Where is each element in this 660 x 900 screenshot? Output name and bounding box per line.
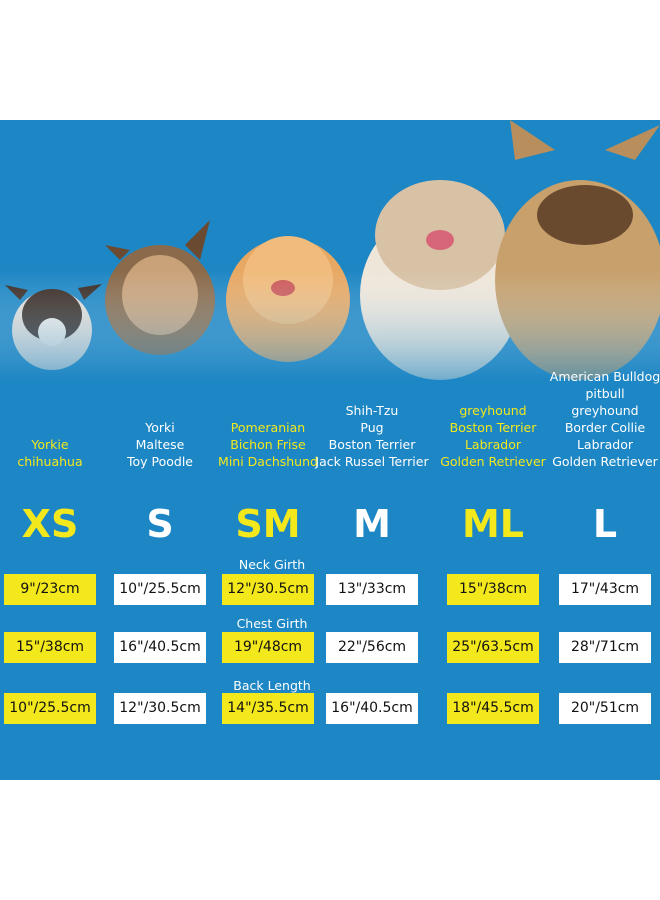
size-label: M (353, 502, 391, 546)
breed-name: Boston Terrier (328, 437, 416, 452)
dog-photos (0, 120, 660, 380)
breed-name: Bichon Frise (230, 437, 306, 452)
measurement-value: 12"/30.5cm (222, 574, 314, 605)
size-label: S (146, 502, 174, 546)
breed-name: Golden Retriever (552, 454, 658, 469)
size-label: L (592, 502, 618, 546)
measurement-value: 15"/38cm (447, 574, 539, 605)
measurement-value: 9"/23cm (4, 574, 96, 605)
measurement-label: Chest Girth (236, 616, 308, 631)
size-chart-panel: Neck Girth Chest Girth Back Length Yorkie ch… (0, 120, 660, 780)
measurement-value: 10"/25.5cm (114, 574, 206, 605)
breed-name: Border Collie (564, 420, 646, 435)
breed-name: Boston Terrier (449, 420, 537, 435)
measurement-label: Neck Girth (238, 557, 306, 572)
breed-name: Mini Dachshund (218, 454, 318, 469)
size-label: SM (235, 502, 301, 546)
breed-name: Labrador (576, 437, 634, 452)
measurement-value: 13"/33cm (326, 574, 418, 605)
measurement-value: 10"/25.5cm (4, 693, 96, 724)
measurement-value: 20"/51cm (559, 693, 651, 724)
measurement-value: 25"/63.5cm (447, 632, 539, 663)
breed-name: Pug (360, 420, 384, 435)
measurement-value: 28"/71cm (559, 632, 651, 663)
breed-name: Yorkie (31, 437, 69, 452)
breed-name: American Bulldog (549, 369, 660, 384)
measurement-value: 18"/45.5cm (447, 693, 539, 724)
measurement-value: 15"/38cm (4, 632, 96, 663)
size-label: ML (461, 502, 525, 546)
measurement-value: 16"/40.5cm (114, 632, 206, 663)
breed-name: Jack Russel Terrier (315, 454, 429, 469)
breed-name: Shih-Tzu (345, 403, 399, 418)
size-label: XS (21, 502, 79, 546)
breed-name: Yorki (145, 420, 175, 435)
measurement-label: Back Length (233, 678, 311, 693)
breed-name: Golden Retriever (440, 454, 546, 469)
breed-name: Pomeranian (230, 420, 306, 435)
breed-name: Toy Poodle (126, 454, 193, 469)
breed-name: Labrador (464, 437, 522, 452)
measurement-value: 19"/48cm (222, 632, 314, 663)
measurement-value: 16"/40.5cm (326, 693, 418, 724)
measurement-value: 14"/35.5cm (222, 693, 314, 724)
breed-name: chihuahua (17, 454, 83, 469)
breed-name: Maltese (135, 437, 185, 452)
measurement-value: 22"/56cm (326, 632, 418, 663)
measurement-value: 17"/43cm (559, 574, 651, 605)
breed-name: pitbull (585, 386, 625, 401)
breed-name: greyhound (571, 403, 639, 418)
measurement-value: 12"/30.5cm (114, 693, 206, 724)
breed-name: greyhound (459, 403, 527, 418)
